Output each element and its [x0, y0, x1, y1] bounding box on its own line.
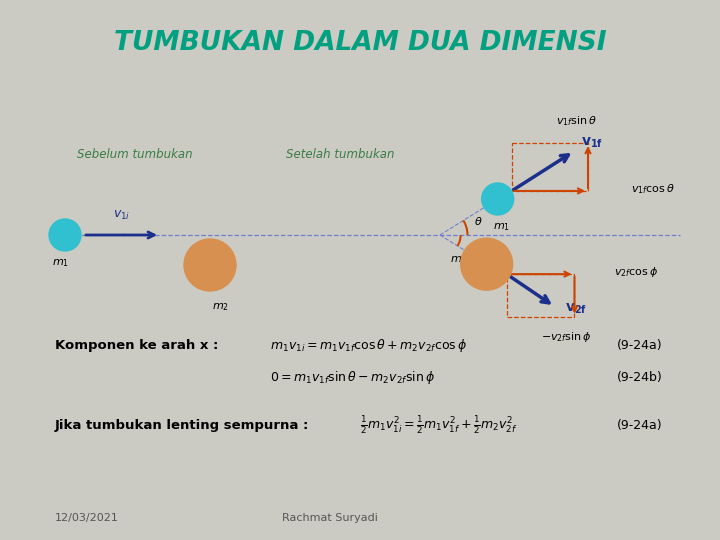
- Text: Jika tumbukan lenting sempurna :: Jika tumbukan lenting sempurna :: [55, 418, 310, 431]
- Text: $0 = m_1v_{1f}\sin\theta - m_2v_{2f}\sin\phi$: $0 = m_1v_{1f}\sin\theta - m_2v_{2f}\sin…: [270, 368, 435, 386]
- Text: $m_2$: $m_2$: [212, 301, 228, 313]
- Circle shape: [482, 183, 513, 215]
- Text: $v_{1f}\sin\theta$: $v_{1f}\sin\theta$: [556, 114, 596, 128]
- Text: $v_{2f}\cos\phi$: $v_{2f}\cos\phi$: [614, 265, 659, 279]
- Text: $m_2$: $m_2$: [450, 254, 467, 266]
- Text: $\theta$: $\theta$: [474, 215, 482, 227]
- Circle shape: [49, 219, 81, 251]
- Text: $\mathbf{v_{1f}}$: $\mathbf{v_{1f}}$: [581, 136, 603, 150]
- Text: (9-24b): (9-24b): [617, 370, 663, 383]
- Text: $m_1$: $m_1$: [53, 257, 70, 269]
- Text: $v_{1f}\cos\theta$: $v_{1f}\cos\theta$: [631, 182, 675, 196]
- Text: Rachmat Suryadi: Rachmat Suryadi: [282, 513, 378, 523]
- Text: $-v_{2f}\sin\phi$: $-v_{2f}\sin\phi$: [541, 329, 592, 343]
- Text: Sebelum tumbukan: Sebelum tumbukan: [77, 148, 193, 161]
- Text: $\mathbf{v_{2f}}$: $\mathbf{v_{2f}}$: [565, 301, 588, 316]
- Circle shape: [184, 239, 236, 291]
- Text: Komponen ke arah x :: Komponen ke arah x :: [55, 339, 218, 352]
- Text: $\phi$: $\phi$: [467, 242, 475, 256]
- Text: $v_{1i}$: $v_{1i}$: [113, 209, 130, 222]
- Text: $\frac{1}{2}m_1v_{1i}^2 = \frac{1}{2}m_1v_{1f}^2 + \frac{1}{2}m_2v_{2f}^2$: $\frac{1}{2}m_1v_{1i}^2 = \frac{1}{2}m_1…: [360, 414, 518, 436]
- Text: (9-24a): (9-24a): [617, 339, 663, 352]
- Text: Setelah tumbukan: Setelah tumbukan: [286, 148, 395, 161]
- Text: $m_1$: $m_1$: [493, 221, 510, 233]
- Text: TUMBUKAN DALAM DUA DIMENSI: TUMBUKAN DALAM DUA DIMENSI: [114, 30, 606, 56]
- Text: (9-24a): (9-24a): [617, 418, 663, 431]
- Text: 12/03/2021: 12/03/2021: [55, 513, 119, 523]
- Text: $m_1v_{1i} = m_1v_{1f}\cos\theta + m_2v_{2f}\cos\phi$: $m_1v_{1i} = m_1v_{1f}\cos\theta + m_2v_…: [270, 336, 467, 354]
- Circle shape: [461, 238, 513, 290]
